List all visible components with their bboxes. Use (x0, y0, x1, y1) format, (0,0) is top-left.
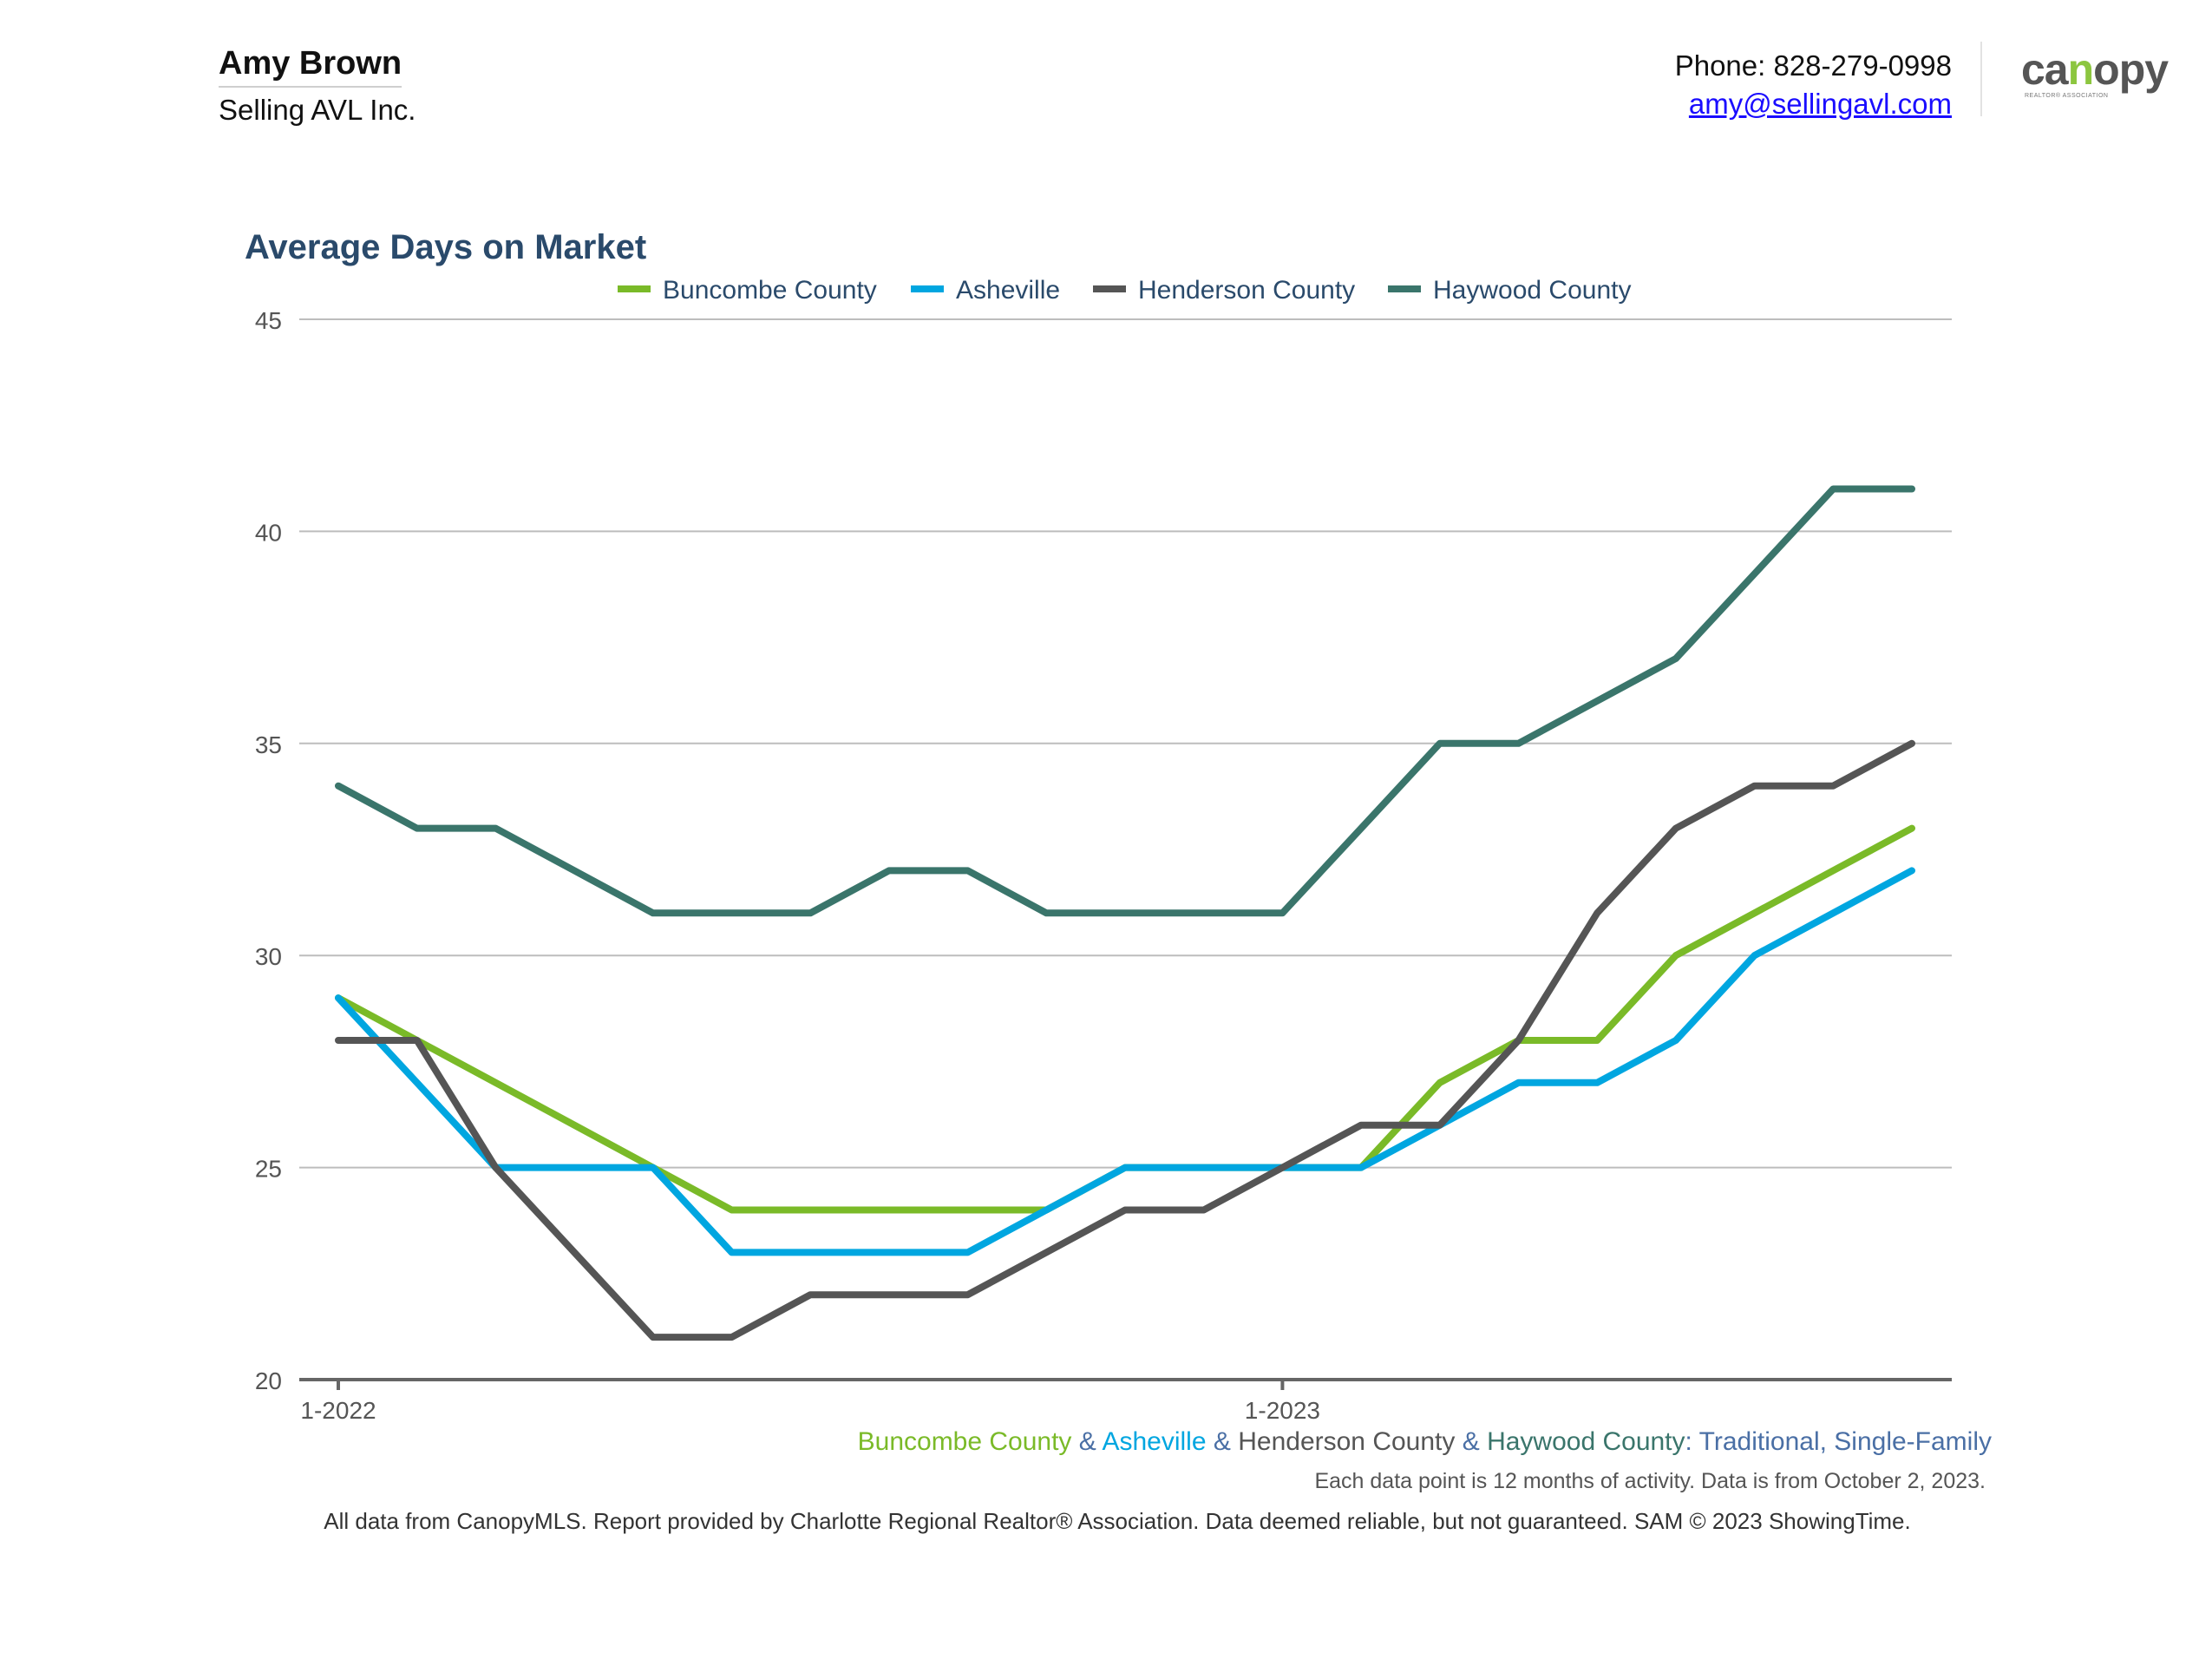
canopy-logo: canopy REALTOR® ASSOCIATION (2021, 45, 2169, 99)
chart-gridlines (299, 318, 1952, 1169)
x-tick-label: 1-2022 (300, 1397, 376, 1424)
series-line-buncombe-county (335, 824, 1915, 1214)
agent-company: Selling AVL Inc. (219, 94, 416, 126)
x-tick-label: 1-2023 (1245, 1397, 1320, 1424)
y-axis-ticks: 20 25 30 35 40 45 (255, 307, 282, 1394)
series-source-line: Buncombe County & Asheville & Henderson … (858, 1427, 1992, 1456)
legend-label: Asheville (956, 276, 1060, 305)
y-tick-label: 35 (255, 731, 282, 758)
series-line-haywood-county (335, 485, 1915, 917)
source-line-part: Asheville (1102, 1427, 1206, 1456)
chart-title: Average Days on Market (245, 228, 646, 266)
legend-label: Buncombe County (663, 276, 877, 305)
chart-note: Each data point is 12 months of activity… (1314, 1469, 1986, 1493)
contact-block: Phone: 828-279-0998 amy@sellingavl.com (1675, 47, 1952, 123)
header-divider (1980, 42, 1982, 116)
source-line-part: Henderson County (1238, 1427, 1455, 1456)
source-line-part: & (1071, 1427, 1102, 1456)
source-line-part: Haywood County (1487, 1427, 1685, 1456)
y-tick-label: 20 (255, 1367, 282, 1394)
source-line-part: Buncombe County (858, 1427, 1072, 1456)
series-line-asheville (335, 867, 1915, 1256)
y-tick-label: 25 (255, 1156, 282, 1183)
x-axis: 1-2022 1-2023 (299, 1378, 1952, 1424)
y-tick-label: 30 (255, 943, 282, 970)
phone-number: Phone: 828-279-0998 (1674, 49, 1952, 82)
y-tick-label: 40 (255, 519, 282, 546)
chart-legend: Buncombe County Asheville Henderson County… (618, 276, 1631, 305)
source-line-part: & (1455, 1427, 1487, 1456)
source-line-part: & (1207, 1427, 1239, 1456)
chart-footer: All data from CanopyMLS. Report provided… (324, 1508, 1910, 1534)
y-tick-label: 45 (255, 307, 282, 334)
source-line-part: : Traditional, Single-Family (1685, 1427, 1992, 1456)
series-line-henderson-county (335, 739, 1915, 1341)
legend-label: Haywood County (1433, 276, 1631, 305)
chart-series (335, 485, 1915, 1341)
logo-subtitle: REALTOR® ASSOCIATION (2025, 93, 2109, 99)
legend-label: Henderson County (1138, 276, 1355, 305)
logo-wordmark: canopy (2021, 45, 2169, 94)
agent-name: Amy Brown (219, 45, 402, 88)
email-link[interactable]: amy@sellingavl.com (1688, 88, 1952, 120)
